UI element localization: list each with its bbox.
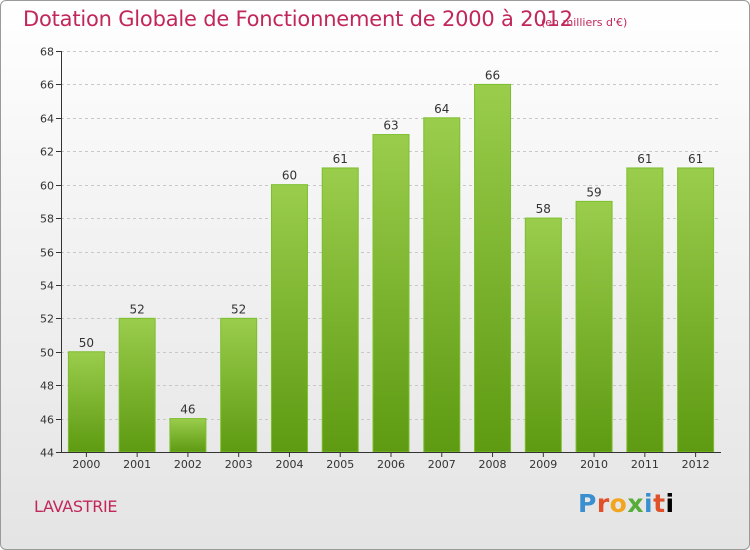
bar	[321, 167, 359, 453]
data-label: 63	[383, 119, 398, 133]
x-tick-label: 2002	[174, 458, 202, 471]
logo-letter: i	[644, 489, 654, 518]
data-label: 50	[79, 336, 94, 350]
logo-letter: o	[609, 489, 628, 518]
data-label: 61	[637, 152, 652, 166]
y-tick-label: 58	[40, 213, 54, 226]
value-labels: 50 52 46 52 60 61 63 64 66 58 59 61 61	[79, 68, 704, 416]
commune-name: LAVASTRIE	[34, 497, 118, 516]
x-tick-label: 2004	[275, 458, 303, 471]
x-tick-label: 2001	[123, 458, 151, 471]
logo-letter: i	[665, 489, 675, 518]
x-tick-label: 2009	[529, 458, 557, 471]
bars	[67, 83, 715, 453]
y-tick-label: 56	[40, 247, 54, 260]
data-label: 52	[130, 302, 145, 316]
data-label: 60	[282, 169, 297, 183]
bar	[169, 418, 207, 453]
logo-letter: P	[578, 489, 597, 518]
logo-letter: t	[653, 489, 666, 518]
logo-letter: r	[596, 489, 610, 518]
bar	[67, 351, 105, 453]
y-tick-label: 50	[40, 347, 54, 360]
y-tick-label: 66	[40, 79, 54, 92]
x-tick-label: 2012	[682, 458, 710, 471]
x-tick-label: 2011	[631, 458, 659, 471]
bar	[220, 317, 258, 453]
data-label: 52	[231, 302, 246, 316]
x-tick-label: 2005	[326, 458, 354, 471]
bar	[677, 167, 715, 453]
y-tick-label: 52	[40, 313, 54, 326]
bar	[474, 83, 512, 453]
y-tick-label: 54	[40, 280, 54, 293]
x-tick-label: 2010	[580, 458, 608, 471]
y-tick-label: 44	[40, 447, 54, 460]
bar	[372, 134, 410, 453]
y-tick-label: 68	[40, 46, 54, 59]
chart-unit: (en milliers d'€)	[541, 16, 628, 29]
axes: 44 46 48 50 52 54 56 58 60 62 64 66 68 2000 2001 2002 20…	[40, 46, 721, 471]
data-label: 64	[434, 102, 449, 116]
x-tick-label: 2000	[72, 458, 100, 471]
x-tick-label: 2008	[479, 458, 507, 471]
proxiti-logo[interactable]: Proxiti	[578, 489, 675, 518]
y-tick-label: 64	[40, 113, 54, 126]
data-label: 61	[333, 152, 348, 166]
y-tick-label: 46	[40, 414, 54, 427]
data-label: 58	[536, 202, 551, 216]
bar	[524, 217, 562, 453]
y-tick-label: 62	[40, 146, 54, 159]
x-tick-label: 2003	[225, 458, 253, 471]
bar	[626, 167, 664, 453]
bar	[270, 184, 308, 453]
logo-letter: x	[627, 489, 644, 518]
y-tick-label: 60	[40, 180, 54, 193]
bar	[423, 117, 461, 453]
x-tick-label: 2006	[377, 458, 405, 471]
data-label: 66	[485, 68, 500, 82]
data-label: 59	[586, 185, 601, 199]
x-tick-label: 2007	[428, 458, 456, 471]
data-label: 46	[180, 403, 195, 417]
bar	[575, 200, 613, 453]
y-tick-label: 48	[40, 380, 54, 393]
chart-title: Dotation Globale de Fonctionnement de 20…	[23, 7, 573, 31]
data-label: 61	[688, 152, 703, 166]
bar	[118, 317, 156, 453]
